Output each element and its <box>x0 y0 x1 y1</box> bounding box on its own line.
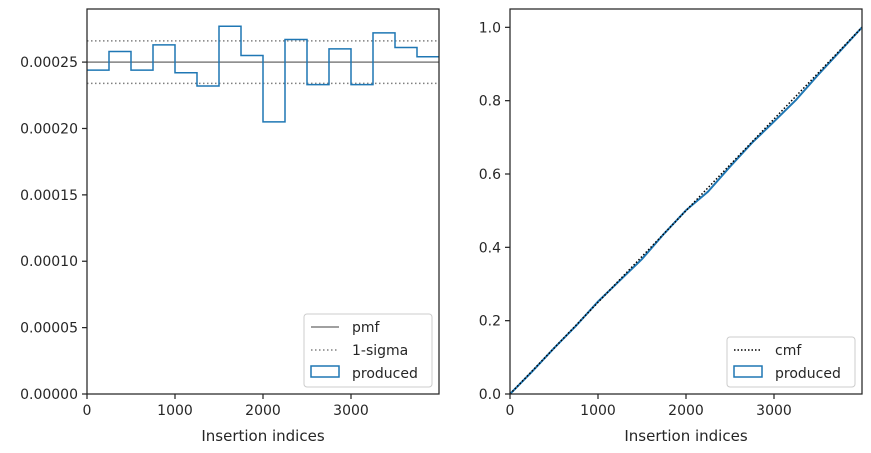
left-y-tick-label: 0.00010 <box>20 254 78 270</box>
legend-produced-label: produced <box>352 366 418 382</box>
left-y-tick-label: 0.00015 <box>20 188 78 204</box>
left-x-axis-label: Insertion indices <box>201 427 324 445</box>
left-x-tick-label: 2000 <box>245 403 281 419</box>
right-y-tick-label: 1.0 <box>479 20 501 36</box>
right-x-tick-label: 3000 <box>756 403 792 419</box>
right-y-tick-label: 0.4 <box>479 240 501 256</box>
legend-pmf-label: pmf <box>352 320 381 336</box>
right-chart: 0 1000 2000 3000 0.0 0.2 0.4 0.6 0.8 1.0 Inserti… <box>479 8 863 445</box>
legend-produced-swatch <box>310 365 340 378</box>
right-legend: cmf produced <box>726 336 856 388</box>
right-x-tick-label: 2000 <box>668 403 704 419</box>
left-x-tick-label: 0 <box>83 403 92 419</box>
left-legend: pmf 1-sigma produced <box>303 313 433 388</box>
right-y-tick-label: 0.8 <box>479 94 501 110</box>
x-ticks: 0 1000 2000 3000 <box>83 394 369 419</box>
legend-produced-swatch-right <box>733 365 763 378</box>
left-y-tick-label: 0.00025 <box>20 55 78 71</box>
y-ticks: 0.0 0.2 0.4 0.6 0.8 1.0 <box>479 20 510 403</box>
right-x-tick-label: 0 <box>506 403 515 419</box>
right-axes-frame <box>509 8 863 395</box>
legend-sigma-label: 1-sigma <box>352 343 408 359</box>
right-y-tick-label: 0.2 <box>479 314 501 330</box>
right-y-tick-label: 0.6 <box>479 167 501 183</box>
x-ticks: 0 1000 2000 3000 <box>506 394 792 419</box>
produced-histogram <box>87 25 439 123</box>
y-ticks: 0.00000 0.00005 0.00010 0.00015 0.00020 0.000… <box>20 55 87 403</box>
legend-cmf-label: cmf <box>775 343 802 359</box>
legend-produced-label-right: produced <box>775 366 841 382</box>
cmf-line <box>509 26 863 395</box>
right-y-tick-label: 0.0 <box>479 387 501 403</box>
left-y-tick-label: 0.00000 <box>20 387 78 403</box>
left-y-tick-label: 0.00005 <box>20 321 78 337</box>
left-y-tick-label: 0.00020 <box>20 121 78 137</box>
left-x-tick-label: 1000 <box>157 403 193 419</box>
left-legend-box <box>303 313 433 388</box>
right-x-axis-label: Insertion indices <box>624 427 747 445</box>
left-x-tick-label: 3000 <box>333 403 369 419</box>
left-axes-frame <box>86 8 440 395</box>
right-x-tick-label: 1000 <box>580 403 616 419</box>
left-chart: 0 1000 2000 3000 0.000000.000050.000100.000… <box>20 8 440 445</box>
